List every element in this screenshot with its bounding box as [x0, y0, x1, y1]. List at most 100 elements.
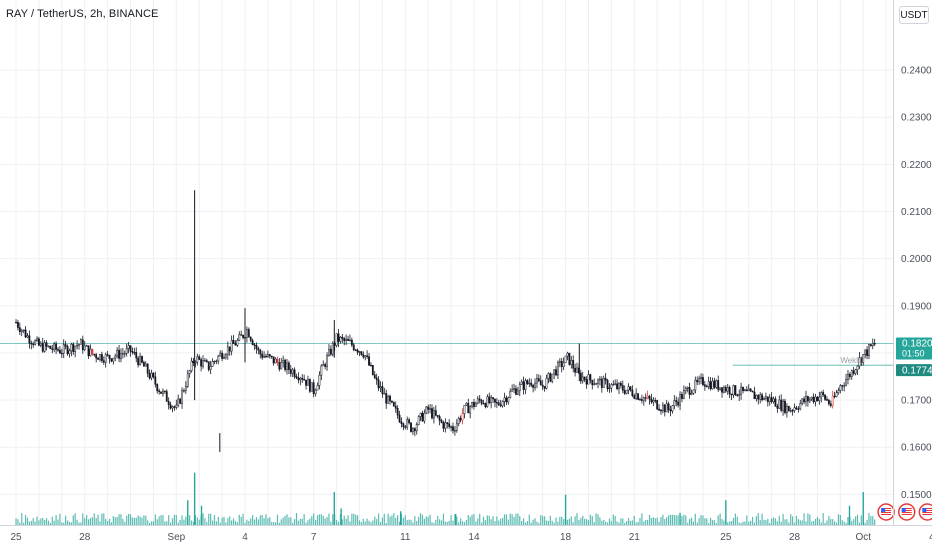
- volume-bar: [813, 520, 815, 525]
- currency-badge[interactable]: USDT: [899, 6, 929, 24]
- candle-body: [686, 387, 689, 389]
- candle-body: [516, 390, 519, 395]
- candle-body: [121, 353, 124, 355]
- candle-body: [511, 389, 514, 392]
- volume-bar: [120, 514, 122, 525]
- volume-bar: [511, 514, 513, 525]
- volume-bar: [559, 516, 561, 525]
- candle-body: [482, 403, 485, 405]
- volume-bar: [70, 522, 72, 525]
- event-markers[interactable]: [877, 503, 932, 521]
- candle-body: [469, 406, 472, 414]
- time-tick-label: Sep: [167, 532, 185, 543]
- candle-body: [789, 410, 792, 412]
- candle-body: [656, 400, 659, 410]
- candle-body: [396, 407, 399, 416]
- volume-bar: [65, 515, 67, 525]
- candle-body: [453, 430, 456, 432]
- candle-body: [759, 394, 762, 400]
- candle-body: [738, 394, 741, 396]
- volume-bar: [698, 518, 700, 525]
- candle-body: [732, 385, 735, 396]
- volume-bar: [479, 513, 481, 525]
- candle-body: [47, 345, 50, 348]
- candle-body: [505, 397, 508, 403]
- candle-body: [295, 376, 298, 379]
- price-axis[interactable]: 0.15000.16000.17000.18000.19000.20000.21…: [893, 0, 932, 525]
- volume-bar: [28, 521, 30, 525]
- volume-bar: [412, 522, 414, 525]
- candle-body: [375, 377, 378, 381]
- volume-bar: [519, 516, 521, 525]
- volume-bar: [719, 513, 721, 525]
- candle-body: [486, 396, 489, 408]
- volume-bar: [864, 522, 866, 525]
- level-price-badge[interactable]: 0.1774: [896, 364, 932, 377]
- volume-bar: [488, 515, 490, 525]
- candle-body: [32, 343, 35, 345]
- candle-body: [36, 338, 38, 342]
- candle-body: [225, 354, 227, 358]
- volume-bar: [473, 513, 475, 525]
- candle-body: [530, 382, 533, 386]
- volume-bar: [95, 517, 97, 525]
- candle-body: [352, 344, 355, 351]
- candle-body: [711, 380, 714, 390]
- candle-body: [633, 395, 636, 399]
- volume-bar: [688, 518, 691, 525]
- candle-body: [404, 426, 407, 428]
- volume-bar: [339, 514, 342, 525]
- price-tick-label: 0.2200: [901, 160, 932, 171]
- volume-bar: [723, 520, 725, 525]
- volume-bar: [734, 513, 736, 525]
- volume-spike-bar: [187, 500, 189, 525]
- time-axis[interactable]: 25 28 Sep 4 7 11 14 18 21 25 28 Oct 4: [0, 525, 932, 544]
- volume-bar: [330, 521, 332, 525]
- candle-body: [362, 354, 365, 358]
- candle-body: [18, 327, 21, 333]
- volume-bars: [15, 472, 876, 525]
- candle-body: [642, 397, 645, 401]
- volume-bar: [246, 519, 248, 525]
- candle-body: [438, 416, 441, 421]
- candle-body: [223, 356, 225, 359]
- candle-body: [322, 364, 325, 367]
- volume-bar: [158, 516, 160, 525]
- volume-bar: [851, 520, 853, 525]
- candle-body: [51, 348, 54, 350]
- candle-body: [873, 343, 876, 345]
- candle-body: [492, 397, 494, 400]
- volume-bar: [368, 520, 370, 525]
- candle-body: [864, 349, 867, 355]
- time-tick-label: 14: [468, 532, 480, 543]
- volume-bar: [690, 517, 693, 525]
- volume-bar: [492, 516, 494, 525]
- candle-body: [591, 379, 594, 386]
- countdown-text: 01:50: [902, 349, 925, 359]
- volume-bar: [177, 522, 179, 525]
- us-flag-event-icon[interactable]: [897, 503, 916, 521]
- us-flag-event-icon[interactable]: [918, 503, 932, 521]
- candle-body: [236, 339, 239, 346]
- candle-body: [515, 388, 517, 395]
- candle-body: [871, 343, 874, 347]
- volume-bar: [608, 518, 611, 525]
- candle-body: [345, 338, 348, 341]
- candle-body: [557, 362, 559, 376]
- candle-body: [24, 329, 27, 338]
- candle-body: [387, 395, 390, 404]
- us-flag-event-icon[interactable]: [877, 503, 895, 521]
- volume-bar: [505, 514, 508, 525]
- volume-bar: [66, 520, 69, 525]
- candle-body: [652, 399, 655, 403]
- volume-bar: [358, 520, 361, 525]
- time-tick-label: 4: [242, 532, 248, 543]
- symbol-title[interactable]: RAY / TetherUS, 2h, BINANCE: [6, 8, 159, 20]
- candle-body: [114, 355, 117, 359]
- candle-body: [41, 342, 44, 352]
- candle-body: [179, 398, 182, 404]
- candle-body: [854, 369, 857, 374]
- candle-body: [169, 404, 172, 409]
